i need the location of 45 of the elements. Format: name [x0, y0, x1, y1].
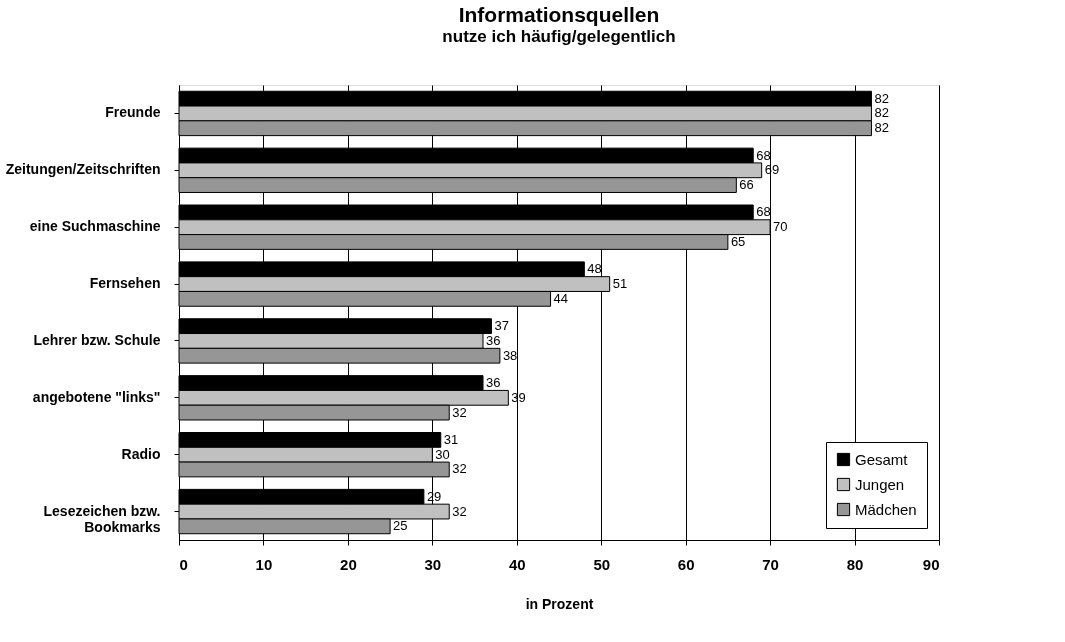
data-label: 25: [393, 518, 408, 534]
data-label: 32: [452, 404, 467, 420]
x-tick-label: 10: [255, 555, 273, 573]
y-tick-label: Lehrer bzw. Schule: [33, 331, 161, 348]
y-tick-label: Radio: [121, 445, 161, 462]
data-label: 68: [756, 204, 771, 220]
data-label: 36: [486, 332, 501, 348]
data-label: 32: [452, 503, 467, 519]
x-tick-label: 40: [508, 555, 526, 573]
data-label: 82: [874, 90, 889, 106]
y-tick-label: angebotene "links": [32, 388, 161, 405]
data-label: 37: [494, 318, 509, 334]
data-label: 36: [486, 375, 501, 391]
legend-label: Mädchen: [855, 500, 917, 518]
data-label: 82: [874, 105, 889, 121]
data-label: 82: [874, 120, 889, 136]
legend-label: Gesamt: [855, 450, 909, 468]
y-tick-label: Fernsehen: [89, 275, 161, 292]
data-label: 48: [587, 261, 602, 277]
y-tick-label: eine Suchmaschine: [29, 218, 161, 235]
data-label: 31: [443, 431, 459, 447]
x-tick-label: 20: [340, 555, 357, 573]
x-axis-title: in Prozent: [525, 595, 594, 612]
data-label: 68: [756, 147, 771, 163]
legend-label: Jungen: [855, 475, 905, 493]
y-tick-label: Lesezeichen bzw. Bookmarks: [43, 502, 161, 535]
x-tick-label: 90: [922, 555, 940, 573]
data-label: 32: [452, 461, 467, 477]
data-label: 38: [502, 347, 518, 363]
data-label: 65: [730, 233, 746, 249]
data-label: 30: [435, 446, 450, 462]
chart-title: Informationsquellen: [458, 3, 660, 26]
x-tick-label: 30: [424, 555, 442, 573]
data-label: 44: [553, 290, 569, 306]
y-tick-label: Freunde: [105, 104, 161, 121]
x-tick-label: 80: [846, 555, 864, 573]
x-tick-label: 0: [179, 555, 188, 573]
chart-subtitle: nutze ich häufig/gelegentlich: [442, 27, 676, 46]
data-label: 70: [773, 219, 788, 235]
y-tick-label: Zeitungen/Zeitschriften: [5, 161, 161, 178]
data-label: 51: [612, 276, 628, 292]
data-label: 66: [739, 177, 754, 193]
x-tick-label: 70: [762, 555, 779, 573]
x-tick-label: 60: [677, 555, 695, 573]
x-tick-label: 50: [593, 555, 611, 573]
